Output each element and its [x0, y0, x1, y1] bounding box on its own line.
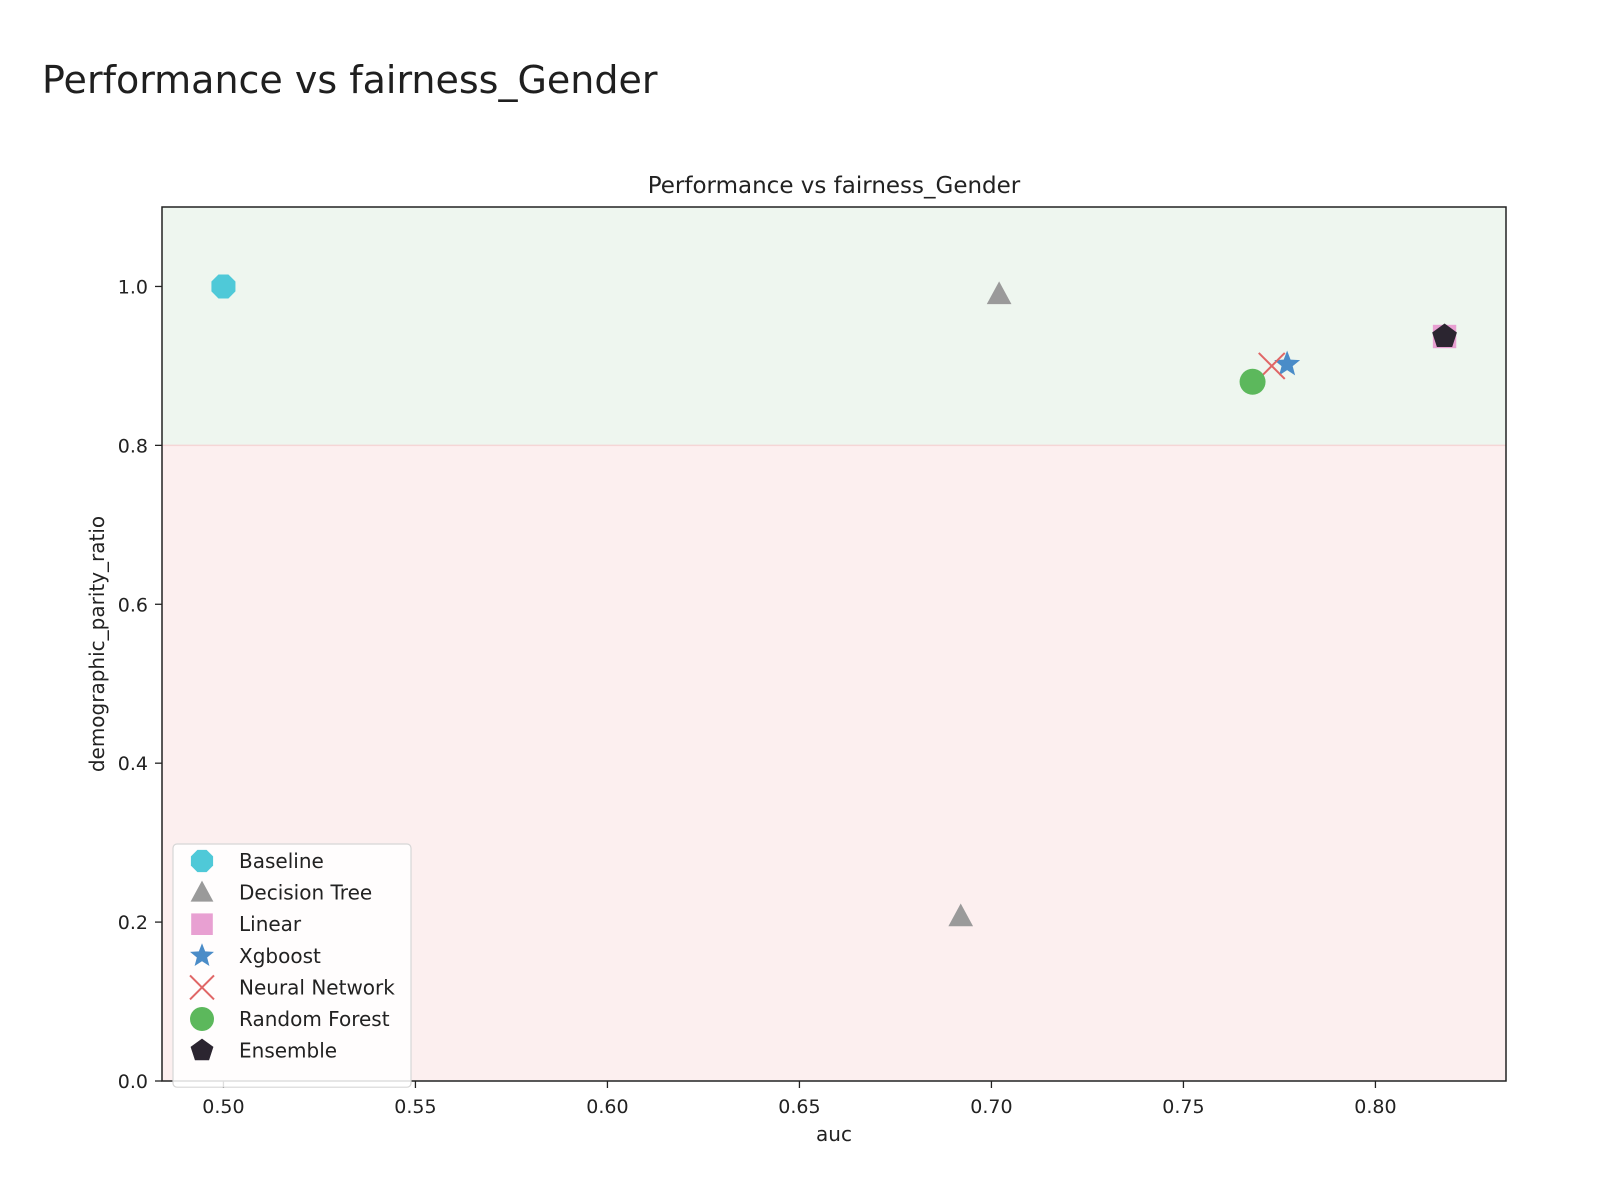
legend-label-baseline: Baseline [239, 849, 324, 873]
x-tick-label: 0.75 [1162, 1096, 1204, 1118]
plot-frame [161, 206, 1507, 1082]
point-decision-tree [948, 903, 974, 927]
x-axis-label: auc [816, 1122, 852, 1146]
x-tick-label: 0.65 [778, 1096, 820, 1118]
y-tick-label: 1.0 [118, 276, 148, 298]
legend-marker-baseline [190, 849, 214, 873]
point-decision-tree [986, 281, 1012, 305]
y-tick-label: 0.2 [118, 912, 148, 934]
y-tick-label: 0.8 [118, 435, 148, 457]
legend-label-linear: Linear [239, 912, 302, 936]
x-tick-label: 0.70 [970, 1096, 1012, 1118]
legend-marker-decision-tree [190, 880, 214, 902]
legend-box [172, 843, 412, 1088]
legend-marker-linear [191, 913, 213, 935]
chart-title: Performance vs fairness_Gender [648, 173, 1021, 199]
legend-label-random-forest: Random Forest [239, 1007, 390, 1031]
y-axis-label: demographic_parity_ratio [85, 516, 109, 772]
legend-marker-xgboost [190, 943, 214, 966]
point-baseline [211, 274, 236, 299]
legend-label-ensemble: Ensemble [239, 1039, 337, 1063]
data-points [211, 274, 1457, 927]
legend-marker-neural-network [189, 974, 215, 1001]
legend-label-decision-tree: Decision Tree [239, 881, 372, 905]
legend-marker-ensemble [190, 1038, 214, 1061]
y-tick-label: 0.6 [118, 594, 148, 616]
x-tick-label: 0.50 [202, 1096, 244, 1118]
fair-region [162, 207, 1506, 446]
legend-label-neural-network: Neural Network [239, 975, 395, 999]
y-tick-label: 0.0 [118, 1071, 148, 1093]
fairness-regions [162, 207, 1506, 1081]
point-ensemble [1432, 323, 1457, 348]
page-heading: Performance vs fairness_Gender [42, 58, 658, 102]
x-tick-label: 0.80 [1354, 1096, 1396, 1118]
point-xgboost [1274, 350, 1301, 376]
legend: Baseline Decision Tree Linear Xgboost Neural… [172, 843, 412, 1088]
x-tick-label: 0.60 [586, 1096, 628, 1118]
y-axis: 0.0 0.2 0.4 0.6 0.8 1.0 [118, 276, 162, 1093]
x-tick-label: 0.55 [394, 1096, 436, 1118]
legend-label-xgboost: Xgboost [239, 944, 321, 968]
point-random-forest [1239, 368, 1266, 395]
y-tick-label: 0.4 [118, 753, 148, 775]
legend-marker-random-forest [190, 1007, 214, 1031]
